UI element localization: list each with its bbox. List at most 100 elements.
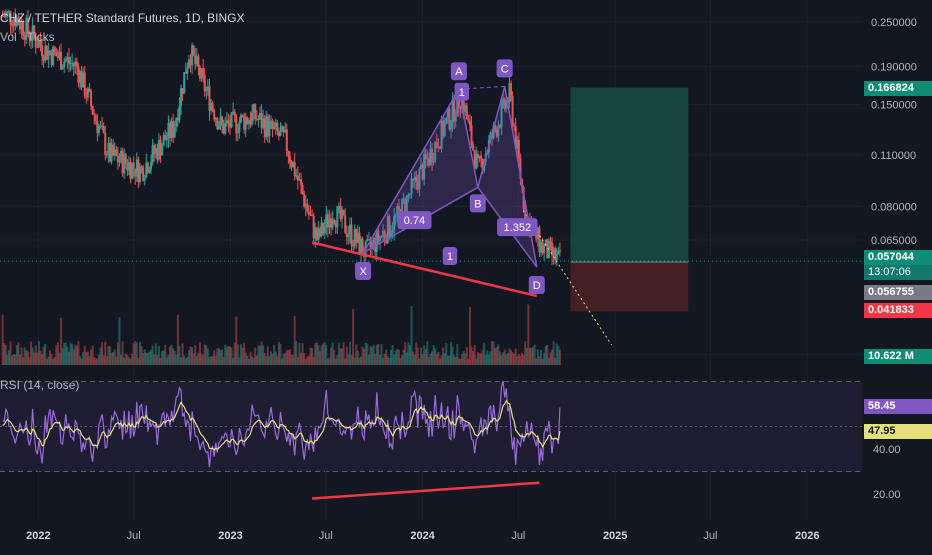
volume-bar <box>459 358 462 365</box>
candle-body <box>205 89 208 92</box>
candle-body <box>206 86 209 90</box>
candle-body <box>544 239 547 246</box>
countdown-tag: 13:07:06 <box>864 265 932 280</box>
volume-bar <box>268 356 271 365</box>
candle-body <box>312 215 315 239</box>
volume-bar <box>505 354 508 365</box>
candle-body <box>78 71 81 83</box>
candle-body <box>360 238 363 254</box>
volume-bar <box>72 349 75 365</box>
volume-bar <box>453 355 456 365</box>
candle-body <box>344 215 347 233</box>
volume-bar <box>230 347 233 365</box>
rsi-label[interactable]: RSI (14, close) <box>0 378 80 392</box>
volume-bar <box>124 353 127 365</box>
volume-bar <box>53 357 56 365</box>
candle-body <box>118 161 121 163</box>
volume-label[interactable]: Vol · Ticks <box>0 30 55 44</box>
volume-bar <box>296 356 299 365</box>
volume-bar <box>143 349 146 365</box>
volume-bar <box>148 351 151 365</box>
candle-body <box>345 232 348 238</box>
volume-bar <box>287 350 290 365</box>
volume-bar <box>77 341 80 365</box>
volume-bar <box>323 342 326 365</box>
candle-body <box>14 17 17 27</box>
candle-body <box>290 162 293 168</box>
volume-bar <box>449 341 452 365</box>
candle-body <box>72 62 75 67</box>
candle-body <box>524 209 527 223</box>
volume-bar <box>366 343 369 365</box>
candle-body <box>473 150 476 169</box>
candle-body <box>372 238 375 243</box>
candle-body <box>83 72 86 97</box>
volume-bar <box>369 346 372 365</box>
candle-body <box>161 145 164 156</box>
volume-bar <box>202 355 205 365</box>
candle-body <box>200 68 203 79</box>
price-axis-label-3: 0.110000 <box>871 150 916 162</box>
volume-bar <box>478 353 481 365</box>
volume-bar <box>390 349 393 365</box>
volume-bar <box>435 353 438 365</box>
candle-body <box>350 224 353 246</box>
volume-bar <box>15 345 18 365</box>
candle-body <box>121 150 124 174</box>
candle-body <box>221 116 224 125</box>
candle-body <box>131 162 134 179</box>
volume-bar <box>93 357 96 365</box>
candle-body <box>153 145 156 155</box>
candle-body <box>101 125 104 127</box>
volume-bar <box>539 349 542 365</box>
chart-title[interactable]: CHZ / TETHER Standard Futures, 1D, BINGX <box>0 11 245 25</box>
volume-bar <box>344 358 347 365</box>
volume-bar <box>86 351 89 365</box>
volume-bar <box>1 314 4 365</box>
volume-bar <box>273 344 276 365</box>
candle-body <box>386 216 389 243</box>
volume-bar <box>423 345 426 365</box>
candle-body <box>311 215 314 217</box>
candle-body <box>391 230 394 233</box>
volume-bar <box>410 306 413 365</box>
time-axis-label-2: 2023 <box>218 530 242 542</box>
volume-bar <box>44 344 47 365</box>
volume-bar <box>18 354 21 365</box>
candle-body <box>446 108 449 119</box>
volume-bar <box>456 343 459 365</box>
candle-body <box>339 206 342 220</box>
volume-bar <box>252 357 255 365</box>
candle-body <box>91 105 94 115</box>
volume-bar <box>465 346 468 365</box>
volume-bar <box>96 358 99 365</box>
entry-price-tag: 0.056755 <box>864 285 932 300</box>
volume-bar <box>378 354 381 365</box>
candle-body <box>64 59 67 62</box>
volume-bar <box>99 347 102 365</box>
candle-body <box>82 72 85 88</box>
candle-body <box>140 166 143 168</box>
volume-bar <box>235 316 238 365</box>
candle-body <box>481 158 484 171</box>
candle-body <box>495 129 498 137</box>
candle-body <box>271 120 274 129</box>
candle-body <box>232 111 235 113</box>
volume-bar <box>64 342 67 365</box>
candle-body <box>55 51 58 57</box>
candle-body <box>514 126 517 149</box>
candle-body <box>96 121 99 133</box>
pattern-label-C: C <box>501 63 509 75</box>
candle-body <box>333 219 336 224</box>
volume-bar <box>516 356 519 365</box>
candle-body <box>276 122 279 132</box>
candle-body <box>445 118 448 124</box>
candle-body <box>413 176 416 180</box>
candle-body <box>216 118 219 130</box>
candle-body <box>295 175 298 177</box>
volume-bar <box>30 341 33 365</box>
candle-body <box>304 203 307 207</box>
candle-body <box>230 112 233 128</box>
